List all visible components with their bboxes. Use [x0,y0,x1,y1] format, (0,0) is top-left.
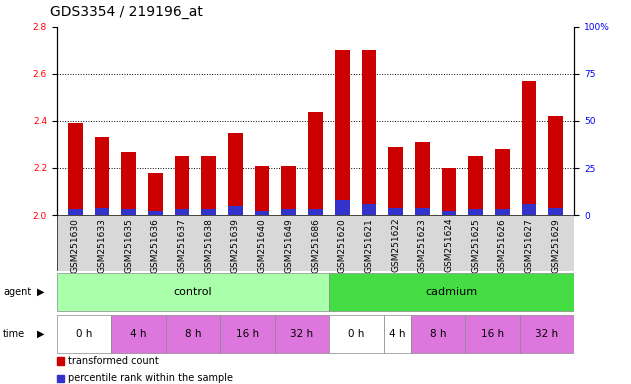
Text: GSM251636: GSM251636 [151,218,160,273]
Text: GSM251638: GSM251638 [204,218,213,273]
Bar [281,166,296,215]
Bar [122,209,136,215]
Text: GSM251626: GSM251626 [498,218,507,273]
Text: GSM251622: GSM251622 [391,218,400,273]
Bar [95,137,109,215]
Text: 4 h: 4 h [130,329,147,339]
Text: GSM251624: GSM251624 [444,218,453,273]
Bar [329,273,574,311]
Bar [228,205,243,215]
Bar [220,315,274,353]
Text: GSM251635: GSM251635 [124,218,133,273]
Text: GSM251649: GSM251649 [285,218,293,273]
Bar [57,215,574,271]
Bar [548,116,563,215]
Bar [228,133,243,215]
Bar [388,147,403,215]
Text: GSM251637: GSM251637 [178,218,187,273]
Text: 4 h: 4 h [389,329,406,339]
Text: 8 h: 8 h [185,329,201,339]
Bar [468,209,483,215]
Bar [520,315,574,353]
Text: GSM251620: GSM251620 [338,218,346,273]
Text: 8 h: 8 h [430,329,446,339]
Bar [522,81,536,215]
Text: GSM251633: GSM251633 [98,218,107,273]
Text: GDS3354 / 219196_at: GDS3354 / 219196_at [50,5,203,19]
Bar [255,211,269,215]
Bar [308,111,323,215]
Text: 16 h: 16 h [481,329,504,339]
Text: agent: agent [3,287,32,297]
Text: 32 h: 32 h [290,329,314,339]
Text: GSM251639: GSM251639 [231,218,240,273]
Text: GSM251627: GSM251627 [524,218,533,273]
Text: GSM251623: GSM251623 [418,218,427,273]
Bar [362,50,376,215]
Text: GSM251625: GSM251625 [471,218,480,273]
Bar [68,209,83,215]
Bar [148,211,163,215]
Bar [175,156,189,215]
Text: GSM251629: GSM251629 [551,218,560,273]
Text: percentile rank within the sample: percentile rank within the sample [68,373,232,383]
Bar [57,273,329,311]
Text: 0 h: 0 h [348,329,365,339]
Bar [201,209,216,215]
Bar [411,315,465,353]
Text: cadmium: cadmium [425,287,478,297]
Bar [329,315,384,353]
Bar [111,315,166,353]
Text: control: control [174,287,212,297]
Bar [442,168,456,215]
Bar [57,315,111,353]
Text: time: time [3,329,25,339]
Bar [465,315,520,353]
Bar [308,209,323,215]
Text: ▶: ▶ [37,287,45,297]
Bar [148,173,163,215]
Bar [522,204,536,215]
Text: 0 h: 0 h [76,329,92,339]
Bar [415,207,430,215]
Text: transformed count: transformed count [68,356,158,366]
Bar [281,209,296,215]
Bar [201,156,216,215]
Text: GSM251640: GSM251640 [257,218,267,273]
Bar [274,315,329,353]
Bar [415,142,430,215]
Bar [548,207,563,215]
Bar [68,123,83,215]
Bar [122,152,136,215]
Bar [495,209,510,215]
Bar [442,211,456,215]
Text: GSM251686: GSM251686 [311,218,320,273]
Text: 32 h: 32 h [536,329,558,339]
Text: 16 h: 16 h [236,329,259,339]
Bar [166,315,220,353]
Text: GSM251630: GSM251630 [71,218,80,273]
Bar [388,207,403,215]
Bar [384,315,411,353]
Text: GSM251621: GSM251621 [364,218,374,273]
Bar [255,166,269,215]
Bar [95,207,109,215]
Bar [175,209,189,215]
Bar [335,50,350,215]
Text: ▶: ▶ [37,329,45,339]
Bar [335,200,350,215]
Bar [362,204,376,215]
Bar [495,149,510,215]
Bar [468,156,483,215]
